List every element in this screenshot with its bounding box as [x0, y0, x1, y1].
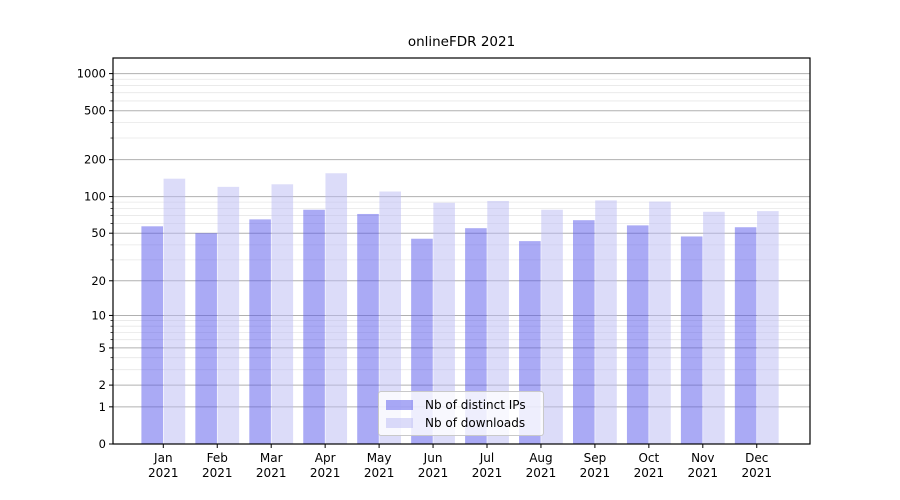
x-tick-label-may-year: 2021: [364, 466, 395, 480]
bar-nb-of-distinct-ips-jul: [465, 228, 487, 444]
bar-nb-of-downloads-aug: [541, 209, 563, 444]
legend: Nb of distinct IPs Nb of downloads: [378, 391, 544, 436]
bar-nb-of-distinct-ips-mar: [249, 219, 271, 444]
x-tick-label-jun-year: 2021: [418, 466, 449, 480]
chart-title: onlineFDR 2021: [407, 34, 516, 50]
y-tick-label-50: 50: [91, 226, 106, 240]
x-tick-label-sep: Sep: [584, 451, 607, 465]
x-tick-label-may: May: [367, 451, 392, 465]
bar-nb-of-downloads-apr: [325, 173, 348, 444]
x-tick-label-dec-year: 2021: [741, 466, 772, 480]
bar-nb-of-downloads-sep: [595, 200, 617, 444]
x-tick-label-aug-year: 2021: [526, 466, 557, 480]
y-tick-label-20: 20: [91, 274, 106, 288]
x-tick-label-mar: Mar: [260, 451, 283, 465]
legend-label-distinct-ips: Nb of distinct IPs: [425, 398, 526, 412]
bar-nb-of-distinct-ips-sep: [573, 220, 595, 444]
legend-swatch-downloads: [386, 418, 413, 428]
x-tick-label-jun: Jun: [423, 451, 443, 465]
bar-nb-of-downloads-mar: [271, 184, 294, 444]
y-tick-label-10: 10: [91, 308, 106, 322]
y-tick-label-200: 200: [84, 153, 106, 167]
x-tick-label-feb: Feb: [207, 451, 228, 465]
bar-nb-of-distinct-ips-jan: [141, 226, 163, 444]
bar-nb-of-downloads-oct: [649, 201, 671, 444]
y-tick-label-1: 1: [99, 400, 106, 414]
bar-nb-of-downloads-jan: [163, 178, 186, 444]
bar-nb-of-distinct-ips-oct: [626, 225, 649, 444]
y-tick-label-1000: 1000: [77, 67, 106, 81]
y-tick-label-0: 0: [99, 437, 106, 451]
legend-item-downloads: Nb of downloads: [379, 414, 543, 432]
bar-nb-of-downloads-feb: [217, 186, 240, 445]
x-tick-label-oct: Oct: [638, 451, 659, 465]
bar-nb-of-distinct-ips-nov: [680, 236, 703, 444]
x-tick-label-jul-year: 2021: [472, 466, 503, 480]
y-tick-label-5: 5: [99, 341, 106, 355]
x-tick-label-nov: Nov: [691, 451, 714, 465]
x-tick-label-dec: Dec: [745, 451, 768, 465]
x-tick-label-mar-year: 2021: [256, 466, 287, 480]
x-tick-label-jan-year: 2021: [148, 466, 179, 480]
x-tick-label-oct-year: 2021: [634, 466, 665, 480]
bar-nb-of-downloads-jun: [433, 202, 455, 444]
bar-nb-of-distinct-ips-feb: [195, 233, 217, 444]
bar-nb-of-distinct-ips-apr: [303, 209, 325, 444]
legend-item-distinct-ips: Nb of distinct IPs: [379, 396, 543, 414]
x-tick-label-aug: Aug: [529, 451, 552, 465]
x-tick-label-sep-year: 2021: [580, 466, 611, 480]
y-tick-label-500: 500: [84, 104, 106, 118]
y-tick-label-100: 100: [84, 190, 106, 204]
bar-nb-of-distinct-ips-dec: [734, 227, 757, 444]
x-tick-label-jan: Jan: [153, 451, 173, 465]
x-tick-label-jul: Jul: [479, 451, 494, 465]
bar-nb-of-downloads-may: [379, 191, 401, 444]
bar-nb-of-downloads-dec: [757, 211, 779, 444]
legend-label-downloads: Nb of downloads: [425, 416, 526, 430]
legend-swatch-distinct-ips: [386, 400, 413, 410]
bar-nb-of-downloads-nov: [703, 211, 725, 444]
x-tick-label-apr-year: 2021: [310, 466, 341, 480]
y-tick-label-2: 2: [99, 378, 106, 392]
x-tick-label-feb-year: 2021: [202, 466, 233, 480]
bar-nb-of-downloads-jul: [487, 200, 509, 444]
plot-border: [112, 57, 811, 445]
x-tick-label-nov-year: 2021: [688, 466, 719, 480]
x-tick-label-apr: Apr: [315, 451, 336, 465]
bar-nb-of-distinct-ips-may: [357, 213, 379, 444]
